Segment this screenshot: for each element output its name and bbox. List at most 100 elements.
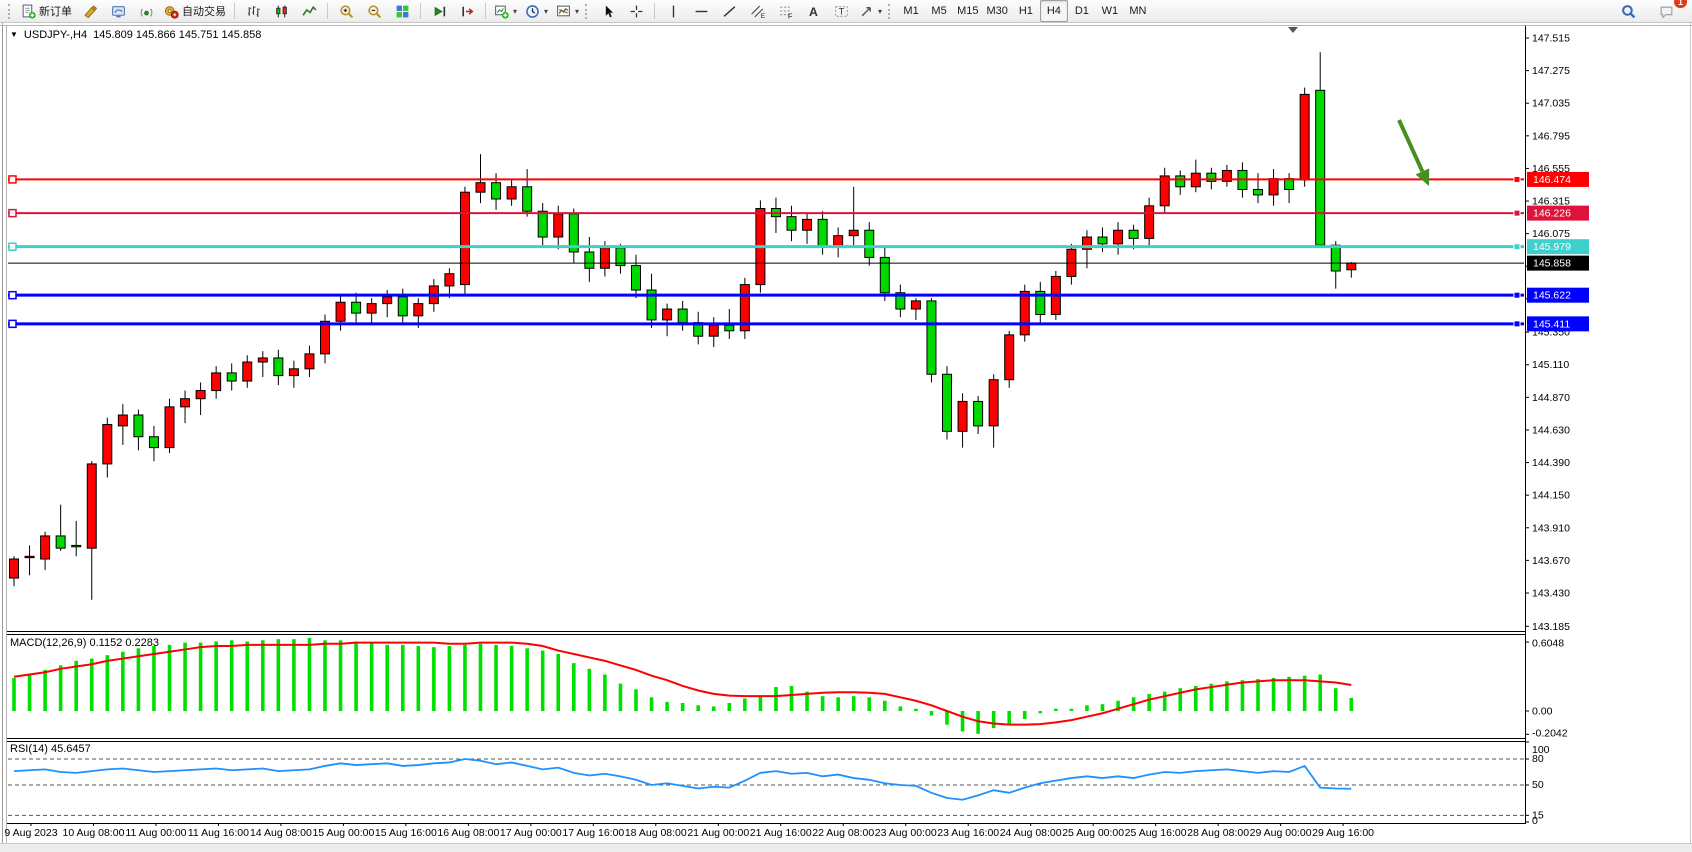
auto-scroll-button[interactable] bbox=[425, 0, 453, 22]
svg-text:-0.2042: -0.2042 bbox=[1532, 728, 1568, 740]
autotrade-icon bbox=[164, 5, 179, 19]
svg-text:143.430: 143.430 bbox=[1532, 587, 1570, 599]
search-button[interactable] bbox=[1614, 0, 1642, 22]
hline-handle-left[interactable] bbox=[8, 242, 17, 251]
signals-button[interactable] bbox=[132, 0, 160, 22]
hline-handle-right[interactable] bbox=[1513, 175, 1521, 183]
svg-text:17 Aug 00:00: 17 Aug 00:00 bbox=[500, 827, 562, 839]
zoom-out-button[interactable] bbox=[360, 0, 388, 22]
zoom-out-icon bbox=[367, 4, 381, 18]
trendline-icon bbox=[723, 5, 735, 17]
svg-text:11 Aug 16:00: 11 Aug 16:00 bbox=[188, 827, 249, 839]
chevron-down-icon[interactable]: ▾ bbox=[513, 6, 518, 16]
svg-text:E: E bbox=[760, 12, 764, 18]
tf-w1-button[interactable]: W1 bbox=[1096, 0, 1124, 22]
hline-handle-right[interactable] bbox=[1513, 291, 1521, 299]
chevron-down-icon[interactable]: ▾ bbox=[878, 6, 883, 16]
new-chart-button[interactable]: ▾ bbox=[490, 0, 521, 22]
toolbar-grip[interactable] bbox=[8, 3, 13, 19]
autoscroll-icon bbox=[434, 6, 445, 16]
bar-chart-button[interactable] bbox=[239, 0, 267, 22]
tf-mn-button[interactable]: MN bbox=[1124, 0, 1152, 22]
vertical-line-button[interactable] bbox=[659, 0, 687, 22]
trendline-button[interactable] bbox=[715, 0, 743, 22]
svg-text:144.870: 144.870 bbox=[1532, 392, 1570, 404]
tf-m1-button[interactable]: M1 bbox=[897, 0, 925, 22]
candlestick-chart-button[interactable] bbox=[267, 0, 295, 22]
autotrading-button[interactable]: 自动交易 bbox=[160, 0, 230, 22]
terminal-button[interactable] bbox=[104, 0, 132, 22]
svg-text:147.035: 147.035 bbox=[1532, 98, 1570, 110]
chart-symbol: USDJPY-,H4 bbox=[23, 29, 88, 41]
chart-shift-button[interactable] bbox=[453, 0, 481, 22]
new-order-button-label: 新订单 bbox=[39, 6, 72, 18]
arrows-button[interactable]: ▾ bbox=[855, 0, 886, 22]
tf-m30-button[interactable]: M30 bbox=[982, 0, 1011, 22]
metaeditor-button[interactable] bbox=[76, 0, 104, 22]
equidistant-channel-button[interactable]: E bbox=[743, 0, 771, 22]
tile-windows-button[interactable] bbox=[388, 0, 416, 22]
svg-text:147.515: 147.515 bbox=[1532, 33, 1570, 45]
toolbar-separator bbox=[654, 3, 656, 19]
new-order-button[interactable]: 新订单 bbox=[17, 0, 76, 22]
tf-h1-button-label: H1 bbox=[1018, 5, 1033, 17]
channel-icon: E bbox=[750, 5, 765, 19]
arrow-annotation[interactable] bbox=[1397, 119, 1430, 186]
svg-text:143.670: 143.670 bbox=[1532, 555, 1570, 567]
svg-text:144.390: 144.390 bbox=[1532, 457, 1570, 469]
text-label-button[interactable]: T bbox=[827, 0, 855, 22]
horizontal-line-objects bbox=[8, 175, 1524, 329]
zoom-in-button[interactable] bbox=[332, 0, 360, 22]
hline-handle-left[interactable] bbox=[8, 208, 17, 218]
svg-text:17 Aug 16:00: 17 Aug 16:00 bbox=[562, 827, 624, 839]
tf-h4-button[interactable]: H4 bbox=[1039, 0, 1068, 22]
svg-text:145.411: 145.411 bbox=[1533, 318, 1570, 330]
toolbar-grip[interactable] bbox=[585, 3, 590, 19]
tf-h1-button[interactable]: H1 bbox=[1012, 0, 1040, 22]
svg-text:29 Aug 16:00: 29 Aug 16:00 bbox=[1312, 827, 1374, 839]
horizontal-line-button[interactable] bbox=[687, 0, 715, 22]
chevron-down-icon[interactable]: ▾ bbox=[575, 6, 580, 16]
periods-button[interactable]: ▾ bbox=[521, 0, 552, 22]
svg-text:146.226: 146.226 bbox=[1533, 208, 1571, 220]
hline-handle-right[interactable] bbox=[1513, 243, 1521, 251]
fibonacci-button[interactable]: F bbox=[771, 0, 799, 22]
svg-text:0.6048: 0.6048 bbox=[1532, 638, 1564, 650]
chart-dropdown-icon[interactable]: ▼ bbox=[10, 30, 18, 39]
search-icon bbox=[1621, 4, 1635, 18]
svg-text:25 Aug 00:00: 25 Aug 00:00 bbox=[1062, 827, 1124, 839]
svg-text:143.910: 143.910 bbox=[1532, 522, 1570, 534]
cursor-button[interactable] bbox=[594, 0, 622, 22]
svg-text:23 Aug 00:00: 23 Aug 00:00 bbox=[875, 827, 937, 839]
svg-text:144.150: 144.150 bbox=[1532, 490, 1570, 502]
chart-shift-marker[interactable] bbox=[1288, 27, 1298, 33]
svg-text:16 Aug 08:00: 16 Aug 08:00 bbox=[437, 827, 499, 839]
tf-m5-button[interactable]: M5 bbox=[925, 0, 953, 22]
vline-icon bbox=[672, 5, 674, 17]
tf-d1-button-label: D1 bbox=[1074, 5, 1089, 17]
chevron-down-icon[interactable]: ▾ bbox=[544, 6, 549, 16]
svg-text:28 Aug 08:00: 28 Aug 08:00 bbox=[1187, 827, 1249, 839]
crosshair-icon bbox=[630, 5, 642, 17]
tf-d1-button[interactable]: D1 bbox=[1068, 0, 1096, 22]
toolbar-grip[interactable] bbox=[888, 3, 893, 19]
macd-signal-line bbox=[13, 641, 1352, 726]
crosshair-button[interactable] bbox=[622, 0, 650, 22]
notifications-button[interactable]: 1 bbox=[1652, 0, 1687, 22]
indicators-button[interactable]: ▾ bbox=[552, 0, 583, 22]
svg-text:10 Aug 08:00: 10 Aug 08:00 bbox=[63, 827, 125, 839]
tf-m15-button[interactable]: M15 bbox=[953, 0, 982, 22]
hline-handle-left[interactable] bbox=[8, 175, 17, 184]
text-button[interactable]: A bbox=[799, 0, 827, 22]
hline-handle-left[interactable] bbox=[8, 290, 17, 300]
svg-text:15: 15 bbox=[1532, 809, 1544, 821]
svg-text:18 Aug 08:00: 18 Aug 08:00 bbox=[625, 827, 687, 839]
hline-handle-right[interactable] bbox=[1513, 320, 1521, 328]
status-strip bbox=[0, 844, 1692, 852]
hline-handle-right[interactable] bbox=[1513, 209, 1521, 217]
line-chart-button[interactable] bbox=[295, 0, 323, 22]
clock-icon bbox=[526, 4, 539, 18]
hline-handle-left[interactable] bbox=[8, 319, 17, 329]
svg-text:50: 50 bbox=[1532, 779, 1544, 791]
